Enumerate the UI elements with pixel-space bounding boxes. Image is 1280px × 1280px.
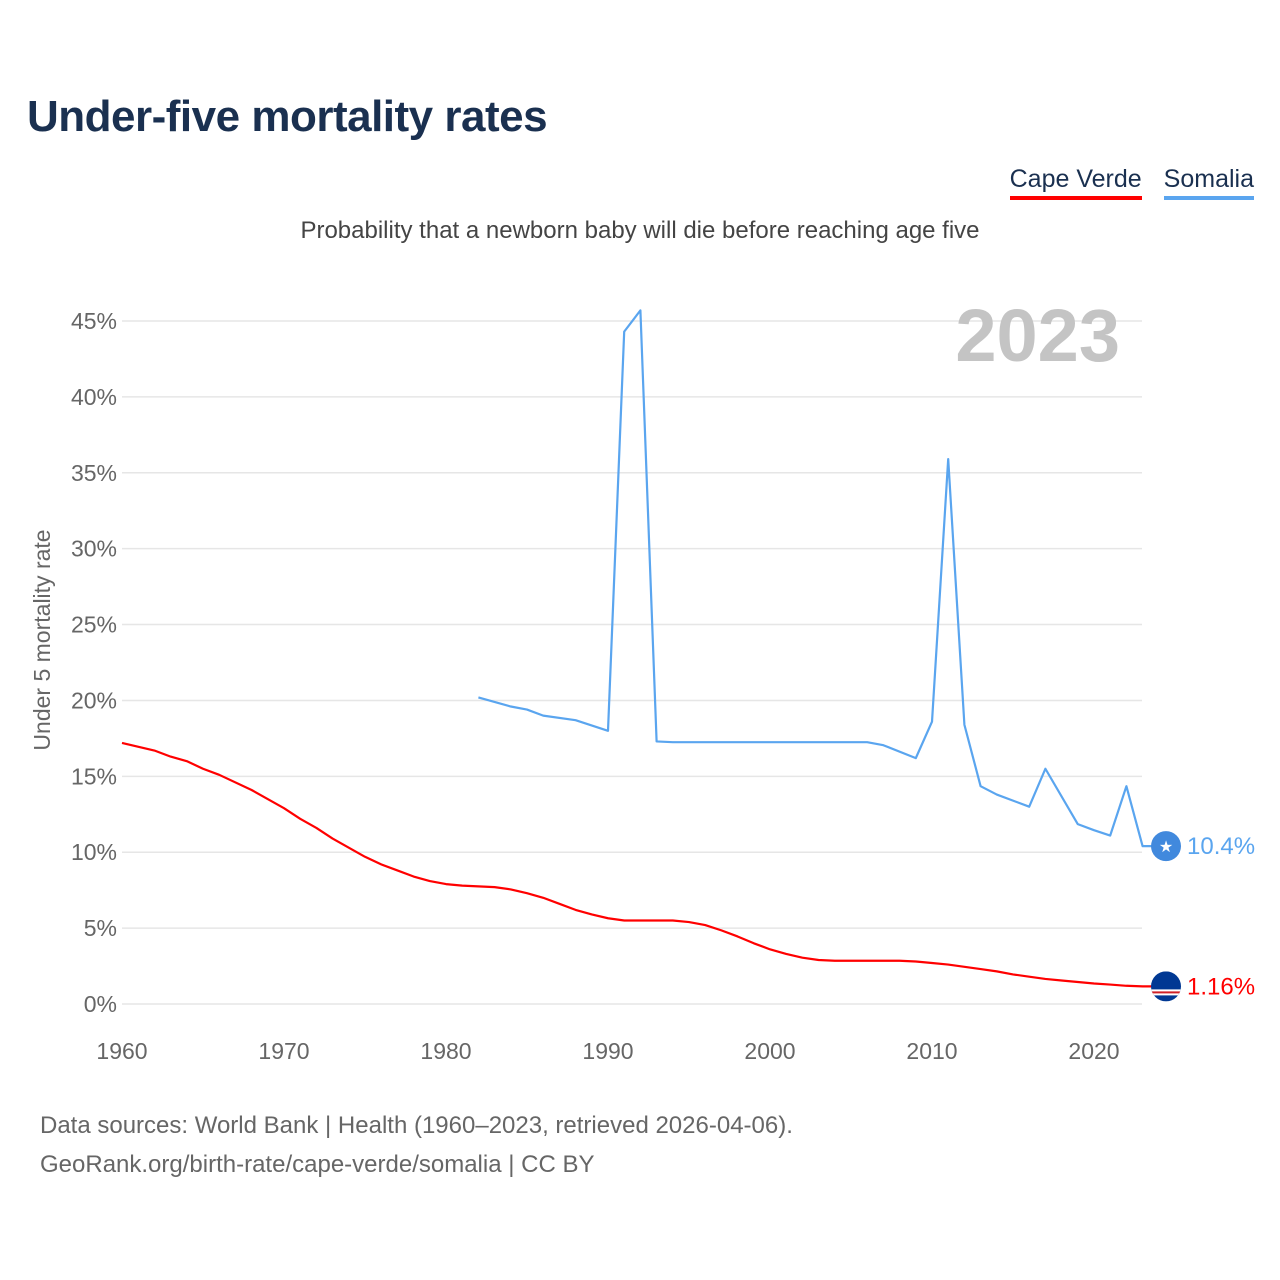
legend: Cape Verde Somalia: [1009, 165, 1254, 200]
y-tick-label: 25%: [71, 612, 117, 638]
year-watermark: 2023: [955, 294, 1120, 377]
y-tick-label: 5%: [84, 915, 117, 941]
series-line-somalia[interactable]: [478, 309, 1152, 848]
cape-verde-flag-icon: [1151, 971, 1181, 1002]
x-tick-label: 2020: [1068, 1038, 1119, 1064]
x-tick-label: 2000: [744, 1038, 795, 1064]
y-tick-label: 10%: [71, 839, 117, 865]
y-tick-label: 35%: [71, 460, 117, 486]
source-note: Data sources: World Bank | Health (1960–…: [40, 1106, 793, 1184]
chart-subtitle: Probability that a newborn baby will die…: [300, 217, 980, 244]
y-tick-label: 45%: [71, 308, 117, 334]
end-value-label: 10.4%: [1187, 833, 1255, 860]
end-value-label: 1.16%: [1187, 973, 1255, 1000]
x-tick-label: 1980: [420, 1038, 471, 1064]
y-tick-label: 30%: [71, 536, 117, 562]
legend-item-cape-verde[interactable]: Cape Verde: [1009, 165, 1142, 200]
y-tick-label: 40%: [71, 384, 117, 410]
legend-item-somalia[interactable]: Somalia: [1163, 165, 1254, 200]
x-tick-label: 1990: [582, 1038, 633, 1064]
y-tick-label: 15%: [71, 763, 117, 789]
y-tick-label: 0%: [84, 991, 117, 1017]
source-line-2[interactable]: GeoRank.org/birth-rate/cape-verde/somali…: [40, 1151, 595, 1178]
x-tick-label: 1970: [258, 1038, 309, 1064]
svg-text:★: ★: [1159, 839, 1173, 856]
y-tick-label: 20%: [71, 687, 117, 713]
somalia-flag-icon: ★: [1151, 831, 1181, 862]
source-line-1: Data sources: World Bank | Health (1960–…: [40, 1112, 793, 1139]
x-tick-label: 1960: [96, 1038, 147, 1064]
chart-title: Under-five mortality rates: [27, 92, 548, 141]
series-line-cape-verde[interactable]: [121, 741, 1152, 988]
x-tick-label: 2010: [906, 1038, 957, 1064]
y-axis-label: Under 5 mortality rate: [29, 529, 55, 750]
